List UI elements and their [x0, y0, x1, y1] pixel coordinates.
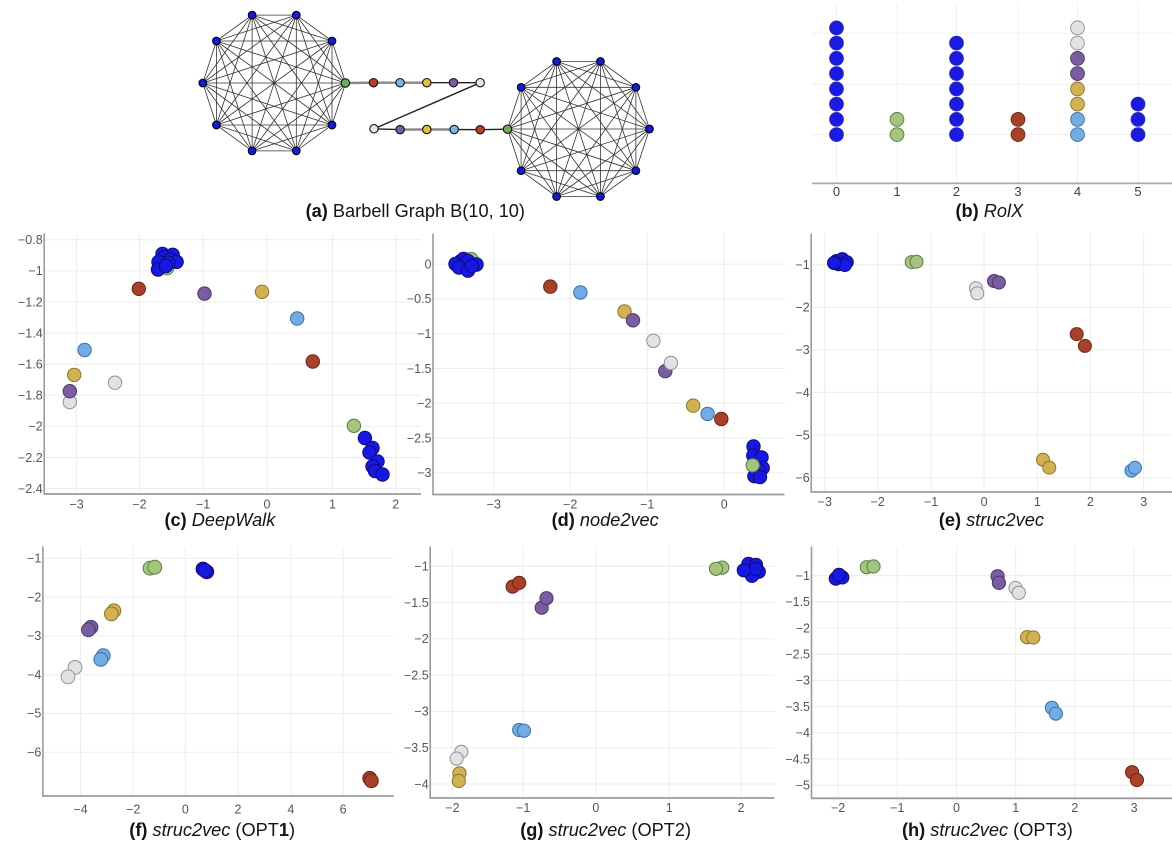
svg-text:−0.5: −0.5 [407, 292, 432, 306]
svg-text:−1: −1 [516, 801, 530, 815]
svg-text:3: 3 [1131, 801, 1138, 815]
svg-text:0: 0 [953, 801, 960, 815]
svg-text:2: 2 [1087, 495, 1094, 509]
svg-text:−2: −2 [563, 498, 577, 512]
svg-text:−1.5: −1.5 [407, 362, 432, 376]
svg-text:1: 1 [1034, 495, 1041, 509]
svg-text:−2.4: −2.4 [18, 482, 43, 496]
svg-text:−1: −1 [640, 498, 654, 512]
svg-text:−2.5: −2.5 [407, 431, 432, 445]
svg-text:−2.5: −2.5 [785, 648, 810, 662]
svg-text:2: 2 [235, 802, 242, 816]
svg-text:−2: −2 [445, 801, 459, 815]
svg-text:−1: −1 [414, 560, 428, 574]
svg-text:1: 1 [666, 801, 673, 815]
svg-text:−3: −3 [487, 498, 501, 512]
svg-text:−1.8: −1.8 [18, 389, 43, 403]
svg-text:−1.5: −1.5 [404, 596, 429, 610]
svg-text:−4: −4 [796, 726, 810, 740]
svg-text:−4: −4 [73, 802, 87, 816]
svg-text:−1: −1 [890, 801, 904, 815]
svg-text:2: 2 [738, 801, 745, 815]
svg-text:4: 4 [1074, 184, 1081, 199]
svg-text:0: 0 [833, 184, 840, 199]
svg-text:1: 1 [329, 498, 336, 512]
svg-text:−3.5: −3.5 [404, 741, 429, 755]
svg-text:−2: −2 [28, 420, 42, 434]
svg-text:−1: −1 [27, 552, 41, 566]
svg-text:−1: −1 [795, 258, 809, 272]
svg-text:−1: −1 [417, 327, 431, 341]
svg-text:−3.5: −3.5 [785, 700, 810, 714]
svg-text:−1.6: −1.6 [18, 358, 43, 372]
svg-text:−3: −3 [69, 498, 83, 512]
svg-text:−2: −2 [871, 495, 885, 509]
svg-text:−4: −4 [795, 386, 809, 400]
svg-text:−3: −3 [417, 466, 431, 480]
svg-text:−0.8: −0.8 [18, 233, 43, 247]
svg-text:−4: −4 [27, 668, 41, 682]
svg-text:−5: −5 [27, 707, 41, 721]
svg-text:−6: −6 [795, 471, 809, 485]
svg-text:−1.2: −1.2 [18, 295, 43, 309]
svg-text:−5: −5 [795, 428, 809, 442]
svg-text:2: 2 [953, 184, 960, 199]
svg-text:−2: −2 [126, 802, 140, 816]
svg-text:−3: −3 [795, 343, 809, 357]
svg-text:−5: −5 [796, 779, 810, 793]
svg-text:1: 1 [893, 184, 900, 199]
svg-text:−1.4: −1.4 [18, 326, 43, 340]
svg-text:6: 6 [340, 802, 347, 816]
svg-text:−4.5: −4.5 [785, 752, 810, 766]
svg-text:2: 2 [1071, 801, 1078, 815]
svg-text:0: 0 [182, 802, 189, 816]
svg-text:−1.5: −1.5 [785, 595, 810, 609]
svg-text:−6: −6 [27, 746, 41, 760]
svg-text:−2: −2 [796, 621, 810, 635]
svg-text:−2: −2 [417, 397, 431, 411]
svg-text:−2.2: −2.2 [18, 451, 43, 465]
svg-text:−1: −1 [924, 495, 938, 509]
svg-text:−1: −1 [796, 569, 810, 583]
svg-text:−3: −3 [796, 674, 810, 688]
svg-text:0: 0 [425, 257, 432, 271]
svg-text:0: 0 [264, 498, 271, 512]
svg-text:0: 0 [592, 801, 599, 815]
svg-text:2: 2 [392, 498, 399, 512]
svg-text:−1: −1 [28, 264, 42, 278]
svg-text:−3: −3 [414, 705, 428, 719]
svg-text:3: 3 [1014, 184, 1021, 199]
svg-text:−3: −3 [818, 495, 832, 509]
svg-text:−2: −2 [414, 632, 428, 646]
svg-text:0: 0 [981, 495, 988, 509]
svg-text:4: 4 [287, 802, 294, 816]
svg-text:−2: −2 [132, 498, 146, 512]
svg-text:0: 0 [721, 498, 728, 512]
svg-text:−3: −3 [27, 629, 41, 643]
svg-text:−1: −1 [196, 498, 210, 512]
svg-text:1: 1 [1012, 801, 1019, 815]
svg-text:3: 3 [1140, 495, 1147, 509]
svg-text:−2.5: −2.5 [404, 668, 429, 682]
svg-text:−2: −2 [795, 301, 809, 315]
svg-text:−2: −2 [831, 801, 845, 815]
svg-text:5: 5 [1134, 184, 1141, 199]
svg-text:−2: −2 [27, 591, 41, 605]
svg-text:−4: −4 [414, 777, 428, 791]
